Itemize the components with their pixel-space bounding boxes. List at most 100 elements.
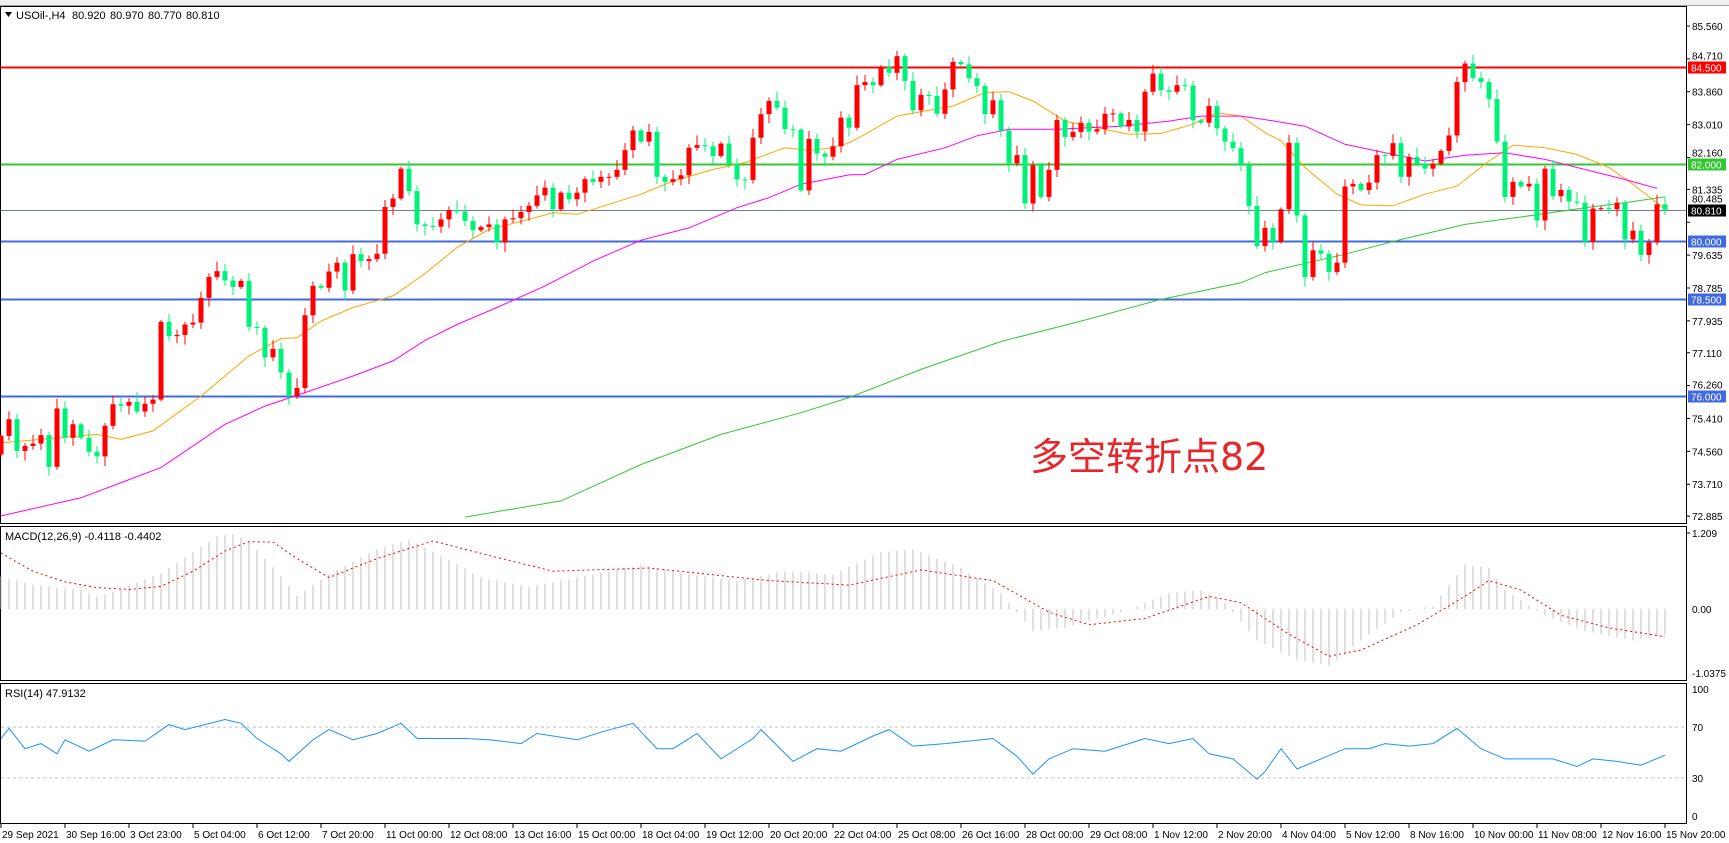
candle-body xyxy=(1182,85,1188,87)
candle-body xyxy=(1094,129,1100,132)
candle xyxy=(942,82,948,120)
candle xyxy=(1086,119,1092,141)
candle xyxy=(574,187,580,207)
candle xyxy=(470,216,476,239)
candle-body xyxy=(110,404,116,426)
ohlc-high: 80.970 xyxy=(110,10,144,22)
candle-body xyxy=(542,187,548,196)
candle-body xyxy=(1646,242,1652,255)
time-tick-label: 19 Oct 12:00 xyxy=(706,830,764,841)
candle xyxy=(1150,64,1156,96)
candle xyxy=(0,433,4,457)
candle-body xyxy=(1214,106,1220,129)
candle-body xyxy=(1494,99,1500,142)
candle-body xyxy=(86,437,92,452)
candle-body xyxy=(238,280,244,288)
candle-body xyxy=(1222,128,1228,142)
candle xyxy=(1422,156,1428,175)
candle-body xyxy=(694,145,700,148)
candle xyxy=(1478,71,1484,89)
dropdown-triangle-icon[interactable] xyxy=(5,12,12,17)
candle-body xyxy=(950,61,956,90)
time-tick-label: 29 Oct 08:00 xyxy=(1090,830,1148,841)
candle-body xyxy=(622,150,628,170)
candle-body xyxy=(1206,106,1212,123)
candle xyxy=(806,130,812,195)
candle xyxy=(326,263,332,293)
candle xyxy=(502,216,508,253)
candle xyxy=(1366,174,1372,195)
candle xyxy=(510,209,516,224)
candle-body xyxy=(1454,82,1460,136)
candle xyxy=(1286,134,1292,214)
candle-body xyxy=(246,280,252,327)
candle xyxy=(518,205,524,225)
candle xyxy=(134,392,140,415)
candle-body xyxy=(1582,202,1588,242)
candle-body xyxy=(1462,63,1468,83)
time-tick-label: 12 Nov 16:00 xyxy=(1602,830,1662,841)
candle-body xyxy=(454,210,460,212)
candle-body xyxy=(766,101,772,115)
time-tick-label: 8 Nov 16:00 xyxy=(1410,830,1464,841)
candle-body xyxy=(1110,113,1116,115)
candle-body xyxy=(774,101,780,108)
time-tick-label: 15 Nov 20:00 xyxy=(1666,830,1726,841)
rsi-tick-label: 100 xyxy=(1692,685,1709,696)
candle xyxy=(398,166,404,201)
horizontal-levels[interactable] xyxy=(1,66,1686,398)
candle xyxy=(1582,195,1588,248)
candle xyxy=(654,126,660,184)
price-tick-label: 83.860 xyxy=(1692,88,1723,99)
candle xyxy=(318,283,324,290)
time-tick-label: 5 Oct 04:00 xyxy=(194,830,246,841)
candle xyxy=(766,97,772,123)
candle-body xyxy=(286,372,292,397)
candle-body xyxy=(334,262,340,272)
candle-body xyxy=(462,211,468,221)
candle xyxy=(886,59,892,78)
price-tick-label: 76.260 xyxy=(1692,381,1723,392)
candle-body xyxy=(750,137,756,180)
price-tick-label: 85.560 xyxy=(1692,22,1723,33)
candle-body xyxy=(1158,73,1164,91)
candle-body xyxy=(1174,85,1180,92)
candle xyxy=(1262,220,1268,252)
candle-body xyxy=(606,176,612,178)
candles xyxy=(0,50,1668,476)
candle xyxy=(822,150,828,167)
candle xyxy=(14,413,20,459)
candle xyxy=(582,176,588,203)
time-tick-label: 20 Oct 20:00 xyxy=(770,830,828,841)
candle-body xyxy=(942,89,948,114)
candle xyxy=(1302,212,1308,287)
candle xyxy=(1598,206,1604,211)
candle-body xyxy=(0,435,4,455)
candle-body xyxy=(702,145,708,147)
candle-body xyxy=(78,424,84,438)
candle-body xyxy=(1518,181,1524,187)
candle-body xyxy=(494,224,500,243)
candle xyxy=(238,278,244,289)
rsi-label: RSI(14) 47.9132 xyxy=(5,688,86,700)
candle-body xyxy=(294,387,300,397)
candle-body xyxy=(838,117,844,147)
candle xyxy=(590,170,596,186)
candle-body xyxy=(1606,208,1612,210)
candle xyxy=(1142,88,1148,142)
candle-body xyxy=(1038,165,1044,197)
candle xyxy=(230,275,236,295)
candle-body xyxy=(118,404,124,406)
candle xyxy=(1358,181,1364,192)
rsi-pane-frame xyxy=(0,683,1687,824)
candle-body xyxy=(846,117,852,128)
candle-body xyxy=(566,192,572,200)
candle xyxy=(710,141,716,164)
candle xyxy=(846,113,852,137)
candle xyxy=(366,255,372,270)
candle-body xyxy=(1006,130,1012,164)
candle xyxy=(278,342,284,379)
time-tick-label: 29 Sep 2021 xyxy=(2,830,59,841)
candle xyxy=(1078,116,1084,139)
